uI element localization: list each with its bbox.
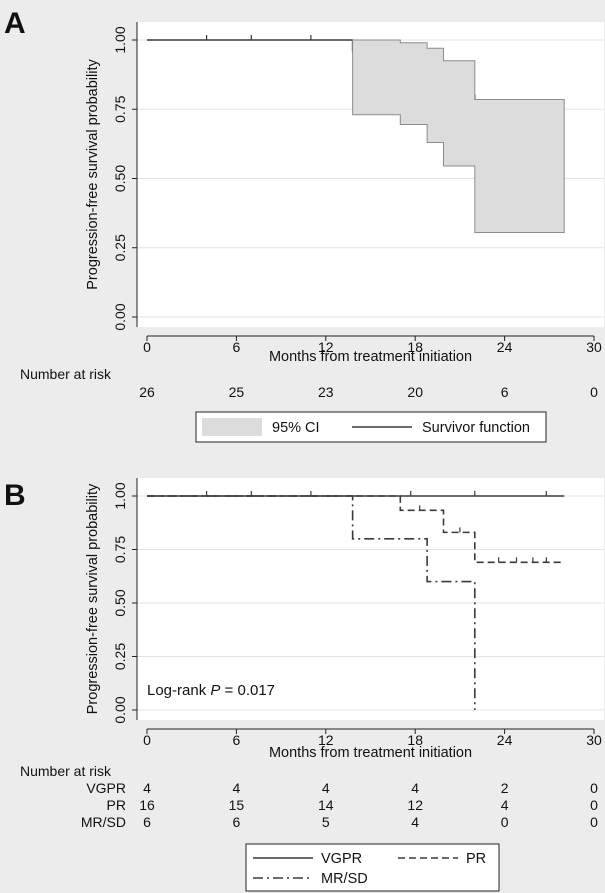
series-line-mr-sd bbox=[147, 495, 476, 710]
y-tick-label: 0.00 bbox=[112, 696, 128, 723]
x-tick-label: 6 bbox=[233, 339, 241, 355]
x-axis-title: Months from treatment initiation bbox=[269, 745, 472, 761]
risk-value: 4 bbox=[411, 780, 419, 796]
legend-label: PR bbox=[466, 851, 486, 867]
risk-value: 0 bbox=[590, 384, 598, 400]
x-tick-label: 30 bbox=[586, 732, 602, 748]
x-tick-label: 6 bbox=[233, 732, 241, 748]
logrank-label: Log-rank bbox=[147, 682, 210, 699]
panel-a-letter: A bbox=[4, 7, 26, 40]
logrank-p: P bbox=[210, 682, 220, 699]
risk-table-title: Number at risk bbox=[20, 366, 112, 382]
risk-value: 12 bbox=[407, 797, 423, 813]
risk-row-label: VGPR bbox=[86, 780, 126, 796]
risk-value: 6 bbox=[233, 814, 241, 830]
risk-row-label: PR bbox=[107, 797, 126, 813]
legend-label: MR/SD bbox=[321, 871, 368, 887]
y-axis-title: Progression-free survival probability bbox=[85, 59, 101, 290]
y-tick-label: 0.75 bbox=[112, 536, 128, 563]
risk-value: 4 bbox=[501, 797, 509, 813]
legend-box bbox=[245, 843, 500, 892]
risk-value: 14 bbox=[318, 797, 334, 813]
x-tick-label: 30 bbox=[586, 339, 602, 355]
x-tick-label: 0 bbox=[143, 732, 151, 748]
risk-value: 0 bbox=[590, 780, 598, 796]
risk-value: 25 bbox=[229, 384, 245, 400]
x-tick-label: 18 bbox=[407, 732, 423, 748]
x-tick-label: 24 bbox=[497, 339, 513, 355]
series-line-pr bbox=[147, 495, 565, 564]
risk-value: 5 bbox=[322, 814, 330, 830]
risk-value: 4 bbox=[411, 814, 419, 830]
risk-value: 0 bbox=[590, 797, 598, 813]
legend-label: VGPR bbox=[321, 851, 362, 867]
risk-value: 6 bbox=[501, 384, 509, 400]
y-tick-label: 1.00 bbox=[112, 26, 128, 53]
risk-table-title: Number at risk bbox=[20, 763, 112, 779]
plot-area bbox=[137, 478, 604, 720]
risk-value: 2 bbox=[501, 780, 509, 796]
x-tick-label: 0 bbox=[143, 339, 151, 355]
x-tick-label: 12 bbox=[318, 732, 334, 748]
legend-key-band bbox=[202, 418, 262, 436]
logrank-value: = 0.017 bbox=[220, 682, 275, 699]
risk-value: 26 bbox=[139, 384, 155, 400]
y-tick-label: 0.25 bbox=[112, 234, 128, 261]
y-tick-label: 0.75 bbox=[112, 95, 128, 122]
risk-value: 6 bbox=[143, 814, 151, 830]
legend-label: Survivor function bbox=[422, 420, 530, 436]
legend-label: 95% CI bbox=[272, 420, 320, 436]
y-tick-label: 1.00 bbox=[112, 482, 128, 509]
risk-value: 0 bbox=[590, 814, 598, 830]
risk-value: 4 bbox=[322, 780, 330, 796]
risk-value: 16 bbox=[139, 797, 155, 813]
y-tick-label: 0.00 bbox=[112, 303, 128, 330]
panel-b-letter: B bbox=[4, 479, 26, 512]
risk-value: 15 bbox=[229, 797, 245, 813]
x-tick-label: 12 bbox=[318, 339, 334, 355]
y-tick-label: 0.50 bbox=[112, 589, 128, 616]
x-axis-title: Months from treatment initiation bbox=[269, 349, 472, 365]
panel-a: A 0.00 0.25 0.50 0.75 1.00 Progression-free s… bbox=[4, 7, 604, 443]
x-tick-label: 24 bbox=[497, 732, 513, 748]
panel-b: B 0.00 0.25 0.50 0.75 1.00 Progression-free s… bbox=[4, 478, 604, 892]
ci-band bbox=[352, 39, 565, 234]
risk-value: 4 bbox=[233, 780, 241, 796]
logrank-annotation: Log-rank P = 0.017 bbox=[147, 682, 275, 699]
y-axis-title: Progression-free survival probability bbox=[85, 483, 101, 714]
risk-row-label: MR/SD bbox=[81, 814, 126, 830]
y-tick-label: 0.50 bbox=[112, 165, 128, 192]
x-tick-label: 18 bbox=[407, 339, 423, 355]
y-tick-label: 0.25 bbox=[112, 643, 128, 670]
risk-value: 20 bbox=[407, 384, 423, 400]
risk-value: 0 bbox=[501, 814, 509, 830]
risk-value: 4 bbox=[143, 780, 151, 796]
risk-value: 23 bbox=[318, 384, 334, 400]
